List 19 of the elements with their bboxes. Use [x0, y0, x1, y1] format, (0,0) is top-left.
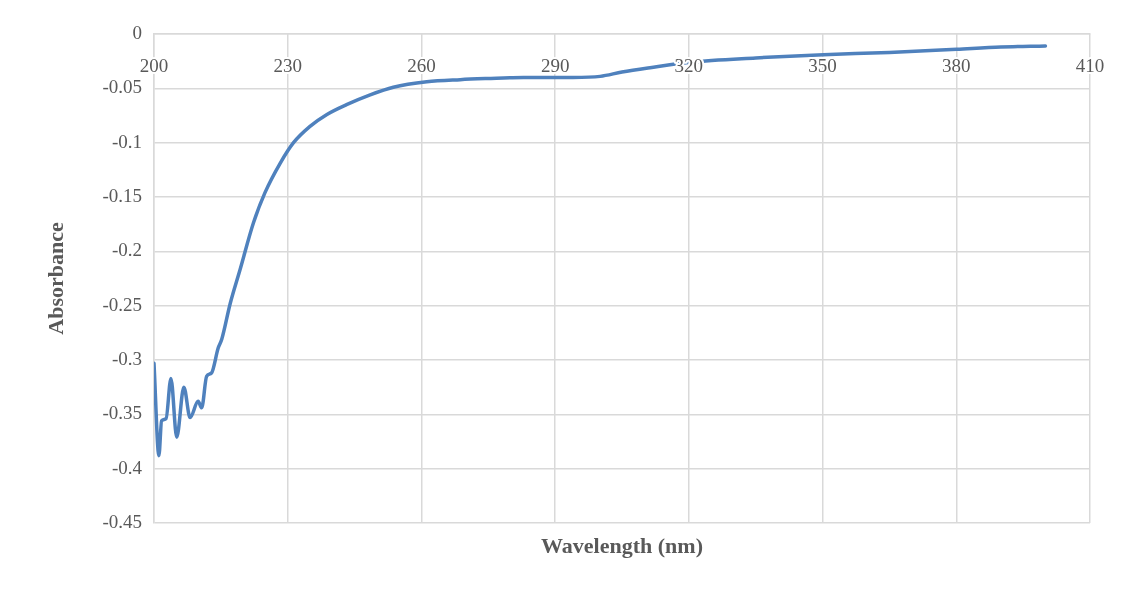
y-tick-label: -0.25 [102, 293, 142, 315]
x-tick-label: 350 [808, 54, 837, 76]
y-tick-label: 0 [132, 21, 142, 43]
y-tick-label: -0.1 [111, 130, 142, 152]
x-axis-title: Wavelength (nm) [541, 532, 703, 558]
y-tick-label: -0.15 [102, 184, 142, 206]
x-tick-label: 230 [273, 54, 302, 76]
y-tick-label: -0.2 [111, 239, 142, 261]
x-tick-label: 380 [942, 54, 971, 76]
y-tick-label: -0.05 [102, 76, 142, 98]
y-tick-label: -0.45 [102, 510, 142, 532]
y-axis-title: Absorbance [42, 222, 68, 335]
x-tick-label: 290 [540, 54, 570, 76]
y-tick-label: -0.4 [111, 456, 143, 478]
x-tick-label: 260 [407, 54, 436, 76]
y-tick-label: -0.3 [111, 347, 142, 369]
x-tick-label: 410 [1075, 54, 1105, 76]
x-tick-label: 200 [139, 54, 169, 76]
y-tick-label: -0.35 [102, 402, 142, 424]
